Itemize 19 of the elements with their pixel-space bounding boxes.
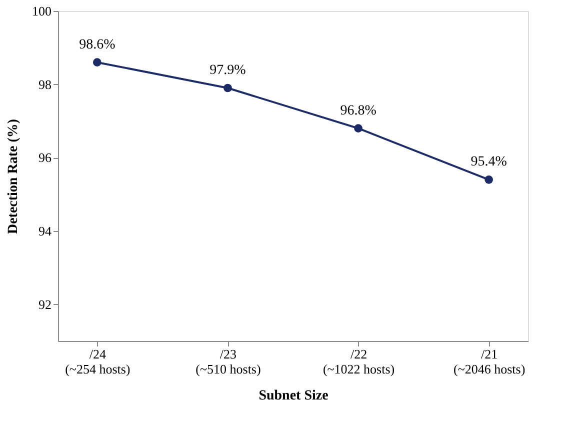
point bbox=[484, 175, 494, 184]
data-label: 98.6% bbox=[79, 37, 116, 52]
x-tick-label: /22 (~1022 hosts) bbox=[322, 346, 395, 376]
y-tick-label: 94 bbox=[38, 224, 52, 238]
data-label: 95.4% bbox=[470, 154, 508, 170]
point bbox=[92, 58, 102, 67]
point bbox=[354, 124, 362, 133]
x-axis-title: Subnet Size bbox=[258, 388, 328, 404]
y-tick-label: 96 bbox=[38, 150, 52, 166]
x-tick-label: /23 (~510 hosts) bbox=[196, 346, 261, 376]
x-tick-label: /21 (~2046 hosts) bbox=[453, 346, 526, 376]
data-label: 97.9% bbox=[210, 63, 246, 78]
point bbox=[224, 84, 232, 92]
y-tick-label: 92 bbox=[38, 296, 52, 312]
data-label: 96.8% bbox=[340, 103, 377, 118]
x-tick-label: /24 (~254 hosts) bbox=[65, 346, 130, 376]
y-axis-title: Detection Rate (%) bbox=[6, 118, 21, 234]
y-tick-label: 98 bbox=[38, 76, 52, 92]
y-tick-label: 100 bbox=[32, 4, 52, 18]
